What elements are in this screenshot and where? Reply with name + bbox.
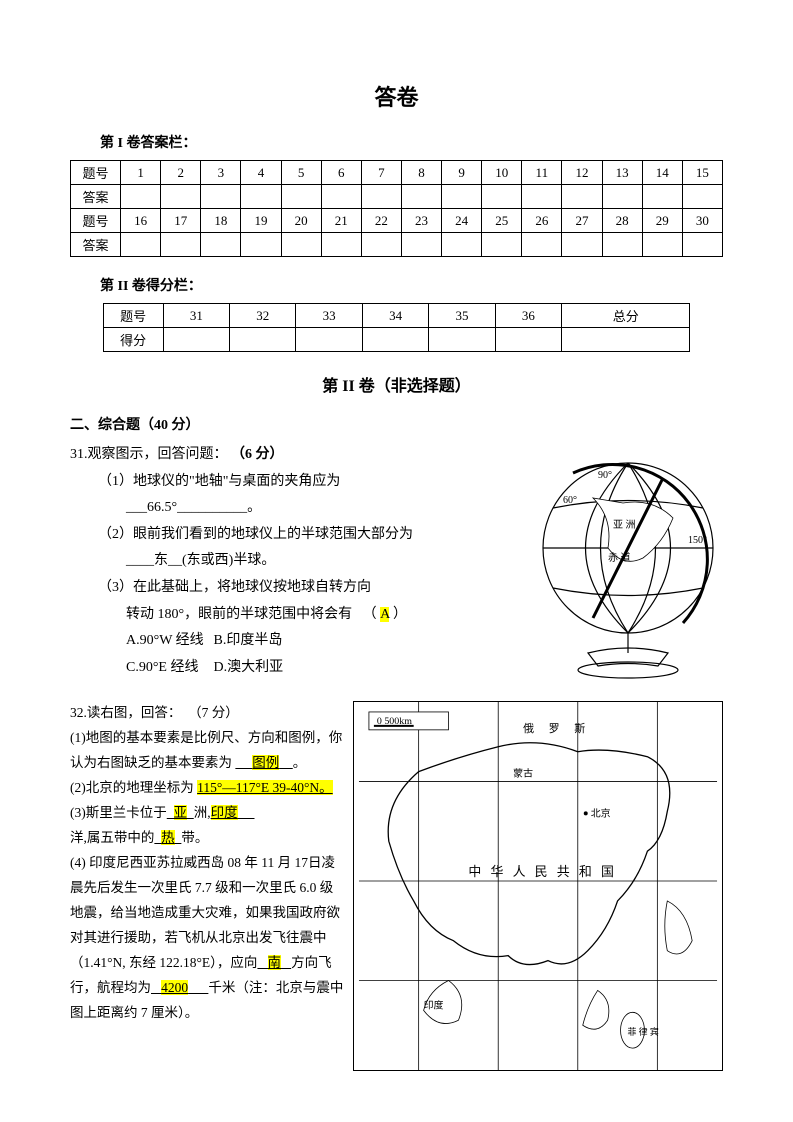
cell: 10 [482,161,522,185]
q31-p3-choice: A [380,607,389,622]
q32-p3d: 带。 [181,830,208,845]
q31-optA: A.90°W 经线 [70,628,210,655]
globe-label: 90° [598,470,612,481]
q32-p4-ans2: 4200 [161,980,188,995]
cell: 30 [682,209,722,233]
q31-block: 60° 90° 150° 赤 道 亚 洲 31.观察图示，回答问题： （6 分）… [70,442,723,681]
q31-optD: D.澳大利亚 [214,660,284,675]
map-ru: 俄 罗 斯 [523,722,591,735]
cell: 19 [241,209,281,233]
globe-label: 150° [688,535,707,546]
cell: 29 [642,209,682,233]
cell: 12 [562,161,602,185]
q32-p3c: 洋,属五带中的 [70,830,154,845]
row-label: 答案 [71,233,121,257]
row-label: 题号 [71,209,121,233]
cell: 2 [161,161,201,185]
q31-p2: （2）眼前我们看到的地球仪上的半球范围大部分为 [70,527,413,542]
q31-p1: （1）地球仪的"地轴"与桌面的夹角应为 [70,474,340,489]
row-label: 题号 [71,161,121,185]
china-map: 0 500km 中 华 人 民 共 和 国 俄 罗 斯 蒙古 北京 印度 菲 律… [353,701,723,1071]
cell: 3 [201,161,241,185]
q32-p1-end: 。 [293,755,307,770]
cell: 35 [429,304,495,328]
row-label: 答案 [71,185,121,209]
map-scale: 0 500km [377,716,412,727]
map-country: 中 华 人 民 共 和 国 [468,864,617,879]
cell: 32 [230,304,296,328]
globe-label: 亚 洲 [613,519,636,531]
cell: 11 [522,161,562,185]
cell: 18 [201,209,241,233]
q32-p3-ans2: 印度 [211,805,238,820]
map-bj: 北京 [591,807,611,820]
globe-label: 赤 道 [608,551,631,564]
cell: 20 [281,209,321,233]
q32-p2-pre: (2)北京的地理坐标为 [70,780,194,795]
q31-optB: B.印度半岛 [214,633,283,648]
cell: 28 [602,209,642,233]
sheet1-label: 第 I 卷答案栏： [100,132,723,152]
q31-p3-line2: 转动 180°，眼前的半球范围中将会有 [70,607,352,622]
cell: 4 [241,161,281,185]
cell: 24 [442,209,482,233]
globe-icon: 60° 90° 150° 赤 道 亚 洲 [513,448,743,688]
q32-p4: (4) 印度尼西亚苏拉威西岛 08 年 11 月 17日凌晨先后发生一次里氏 7… [70,855,340,970]
q32-points: （7 分） [188,705,239,720]
globe-label: 60° [563,495,577,506]
cell: 36 [495,304,561,328]
cell: 26 [522,209,562,233]
cell: 14 [642,161,682,185]
q32-stem: 32.读右图，回答： [70,705,181,720]
cell: 5 [281,161,321,185]
cell: 15 [682,161,722,185]
sheet2-label: 第 II 卷得分栏： [100,275,723,295]
q31-p1-end: 。 [247,500,261,515]
q32-p3-ans3: 热 [161,830,175,845]
cell: 8 [401,161,441,185]
q31-p1-ans: ___66.5°__________ [70,500,247,515]
cell: 27 [562,209,602,233]
q32-p3b: 洲, [194,805,211,820]
q32-p3a: (3)斯里兰卡位于 [70,805,167,820]
part2-title: 第 II 卷（非选择题） [70,372,723,396]
cell: 1 [121,161,161,185]
cell: 6 [321,161,361,185]
score-header: 题号 [103,304,163,328]
cell: 23 [401,209,441,233]
cell: 21 [321,209,361,233]
cell: 16 [121,209,161,233]
cell: 7 [361,161,401,185]
q32-p1-ans: 图例 [252,755,279,770]
cell: 总分 [562,304,690,328]
q32-block: 32.读右图，回答： （7 分） (1)地图的基本要素是比例尺、方向和图例，你认… [70,701,723,1071]
q32-p4-ans1: 南 [268,955,282,970]
cell: 22 [361,209,401,233]
q31-p2-ans: ____东__(东或西)半球。 [70,553,275,568]
q31-p3: （3）在此基础上，将地球仪按地球自转方向 [70,580,371,595]
q31-points: （6 分） [231,447,284,462]
answer-table-1: 题号 1 2 3 4 5 6 7 8 9 10 11 12 13 14 15 答… [70,160,723,257]
cell: 17 [161,209,201,233]
map-ph: 菲 律 宾 [628,1027,659,1038]
q32-p3-ans1: 亚 [174,805,188,820]
score-row-label: 得分 [103,328,163,352]
cell: 31 [163,304,229,328]
cell: 34 [362,304,428,328]
cell: 13 [602,161,642,185]
cell: 25 [482,209,522,233]
cell: 33 [296,304,362,328]
score-table: 题号 31 32 33 34 35 36 总分 得分 [103,303,691,352]
q31-optC: C.90°E 经线 [70,655,210,682]
q31-stem: 31.观察图示，回答问题： [70,447,228,462]
section2-head: 二、综合题（40 分） [70,414,723,434]
page-title: 答卷 [70,80,723,112]
q32-p2-ans: 115°—117°E 39-40°N。 [197,780,333,795]
cell: 9 [442,161,482,185]
map-mn: 蒙古 [513,767,533,780]
map-in: 印度 [424,999,444,1012]
